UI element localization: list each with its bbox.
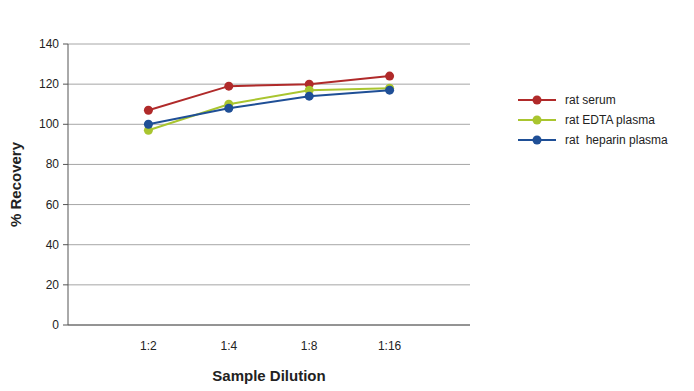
y-tick: [63, 204, 68, 205]
legend-marker: [533, 116, 542, 125]
legend-label: rat heparin plasma: [565, 133, 668, 147]
series-marker: [385, 72, 394, 81]
grid-line: [68, 325, 470, 326]
grid-line: [68, 244, 470, 245]
x-tick-label: 1:8: [301, 339, 318, 353]
series-marker: [305, 92, 314, 101]
y-axis: [68, 44, 69, 325]
x-axis: [68, 325, 470, 326]
grid-line: [68, 124, 470, 125]
series-marker: [224, 104, 233, 113]
series-line: [148, 90, 389, 124]
grid-line: [68, 44, 470, 45]
x-tick-label: 1:16: [378, 339, 402, 353]
legend-marker: [533, 96, 542, 105]
y-tick: [63, 84, 68, 85]
chart: 0 20 40 60 80 100 120 140 1:2 1:4 1:8 1:16 Sample Di…: [0, 0, 694, 391]
legend-label: rat serum: [565, 93, 616, 107]
x-axis-title: Sample Dilution: [212, 367, 325, 384]
y-tick-label: 40: [46, 238, 60, 252]
y-tick-label: 0: [52, 318, 59, 332]
y-tick: [63, 164, 68, 165]
x-tick-label: 1:2: [140, 339, 157, 353]
y-tick-label: 60: [46, 198, 60, 212]
series-marker: [144, 106, 153, 115]
y-tick: [63, 244, 68, 245]
y-tick: [63, 325, 68, 326]
series-line: [148, 88, 389, 130]
plot-area: [144, 72, 394, 135]
legend-marker: [533, 136, 542, 145]
y-tick-label: 120: [39, 77, 59, 91]
y-tick-label: 80: [46, 157, 60, 171]
legend-label: rat EDTA plasma: [565, 113, 655, 127]
y-tick: [63, 44, 68, 45]
grid-line: [68, 164, 470, 165]
series-marker: [144, 120, 153, 129]
grid-line: [68, 284, 470, 285]
grid-line: [68, 204, 470, 205]
y-axis-title: % Recovery: [7, 141, 24, 227]
x-tick-label: 1:4: [220, 339, 237, 353]
chart-root: 0 20 40 60 80 100 120 140 1:2 1:4 1:8 1:16 Sample Di…: [0, 0, 694, 391]
y-tick: [63, 284, 68, 285]
series-marker: [224, 82, 233, 91]
y-tick: [63, 124, 68, 125]
series-marker: [385, 86, 394, 95]
y-tick-label: 20: [46, 278, 60, 292]
y-tick-label: 100: [39, 117, 59, 131]
y-tick-label: 140: [39, 37, 59, 51]
